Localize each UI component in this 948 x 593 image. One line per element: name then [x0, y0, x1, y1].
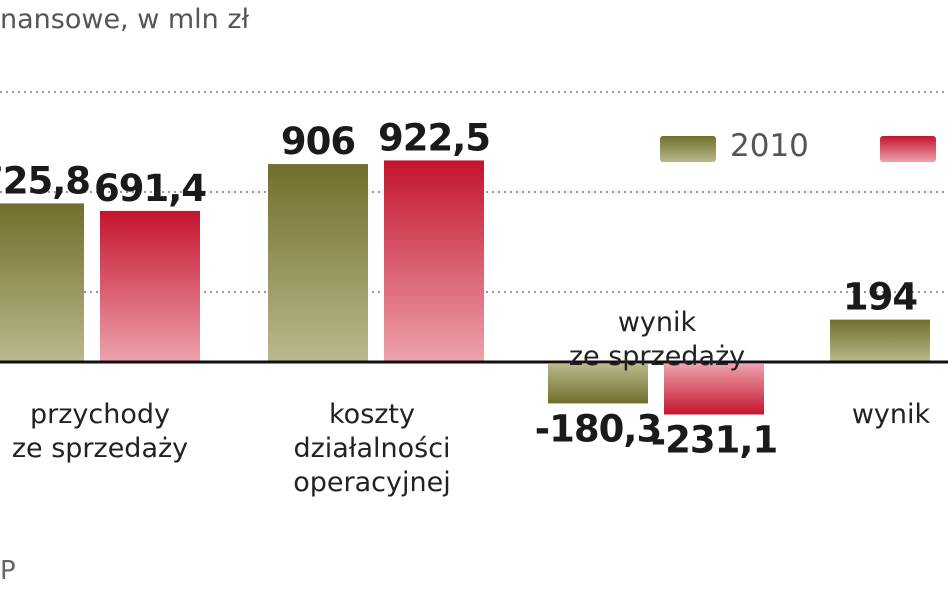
bar-2010-2	[548, 364, 648, 404]
data-label-2010-2: -180,3	[535, 407, 661, 450]
data-label-series2-1: 922,5	[378, 116, 490, 159]
chart-title: nansowe, w mln zł	[0, 4, 250, 35]
bar-series2-1	[384, 160, 484, 362]
legend-swatch-series2	[880, 136, 936, 162]
data-label-2010-1: 906	[281, 120, 355, 163]
legend-label-2010: 2010	[730, 128, 809, 164]
bar-2010-1	[268, 164, 368, 362]
data-label-2010-3: 194	[843, 276, 917, 319]
category-label-wynik-ze-sprzedazy: wynik ze sprzedaży	[568, 307, 746, 372]
legend-swatch-2010	[660, 136, 716, 162]
source-note: P	[0, 556, 16, 586]
category-label-koszty: koszty działalności operacyjnej	[293, 399, 451, 498]
data-label-series2-0: 691,4	[94, 167, 206, 210]
bar-2010-0	[0, 203, 84, 362]
bar-series2-0	[100, 210, 200, 362]
data-label-series2-2: -231,1	[651, 418, 777, 461]
data-label-2010-0: 725,8	[0, 159, 90, 202]
category-label-przychody: przychody ze sprzedaży	[11, 399, 189, 464]
bar-2010-3	[830, 319, 930, 362]
category-label-wynik: wynik	[851, 399, 931, 430]
bar-series2-2	[664, 364, 764, 415]
